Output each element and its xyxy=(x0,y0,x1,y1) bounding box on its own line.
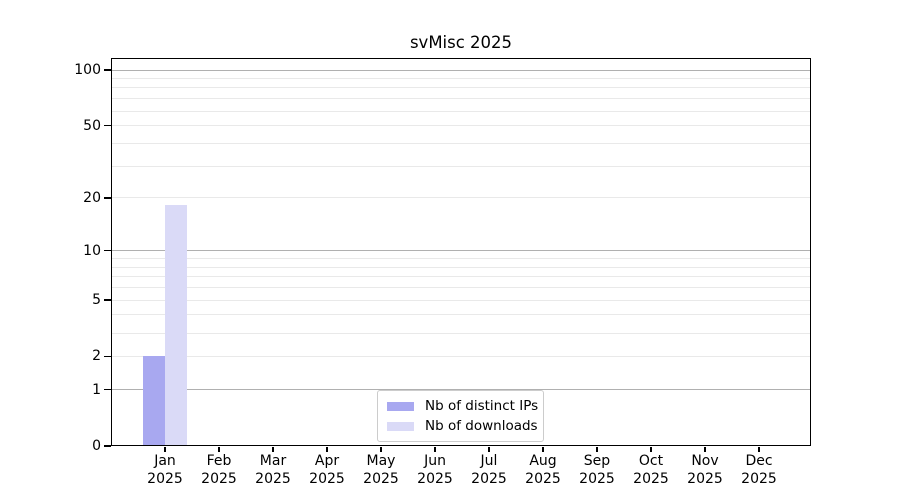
minor-gridline xyxy=(112,78,810,80)
legend-item: Nb of distinct IPs xyxy=(387,396,543,416)
y-tick-label: 20 xyxy=(83,189,101,206)
y-tick xyxy=(104,445,111,447)
legend-label: Nb of downloads xyxy=(425,418,538,434)
x-tick xyxy=(434,446,436,452)
y-tick-label: 100 xyxy=(74,62,101,78)
major-gridline xyxy=(112,250,810,252)
y-tick xyxy=(104,69,111,71)
x-tick-label: Feb 2025 xyxy=(201,453,237,487)
x-tick xyxy=(758,446,760,452)
y-tick xyxy=(104,388,111,391)
x-tick xyxy=(650,446,652,452)
x-tick-label: Oct 2025 xyxy=(633,453,669,487)
x-tick xyxy=(488,446,490,452)
y-tick-label: 2 xyxy=(92,348,101,365)
x-tick-label: Sep 2025 xyxy=(579,453,615,487)
legend-swatch-distinct-ips xyxy=(387,401,414,411)
y-tick xyxy=(104,125,111,127)
minor-gridline xyxy=(112,125,810,127)
y-tick xyxy=(104,355,111,358)
x-tick-label: Apr 2025 xyxy=(309,453,345,487)
x-tick-label: Nov 2025 xyxy=(687,453,723,487)
legend-item: Nb of downloads xyxy=(387,416,543,436)
y-tick-label: 50 xyxy=(83,117,101,134)
x-tick xyxy=(596,446,598,452)
minor-gridline xyxy=(112,276,810,278)
x-tick-label: Mar 2025 xyxy=(255,453,291,487)
bar-distinct-ips xyxy=(142,355,165,445)
x-tick xyxy=(164,446,166,452)
y-tick-label: 10 xyxy=(83,242,101,259)
x-tick xyxy=(326,446,328,452)
minor-gridline xyxy=(112,98,810,100)
minor-gridline xyxy=(112,87,810,89)
x-tick-label: Jul 2025 xyxy=(471,453,507,487)
y-tick xyxy=(104,299,111,301)
legend: Nb of distinct IPs Nb of downloads xyxy=(377,390,544,442)
minor-gridline xyxy=(112,356,810,357)
legend-swatch-downloads xyxy=(387,421,414,431)
minor-gridline xyxy=(112,110,810,112)
minor-gridline xyxy=(112,142,810,144)
x-tick xyxy=(272,446,274,452)
minor-gridline xyxy=(112,266,810,268)
minor-gridline xyxy=(112,286,810,288)
y-tick-label: 1 xyxy=(92,381,101,398)
y-tick-label: 0 xyxy=(92,438,101,454)
x-tick-label: May 2025 xyxy=(363,453,399,487)
x-tick xyxy=(218,446,220,452)
x-tick-label: Aug 2025 xyxy=(525,453,561,487)
bar-downloads xyxy=(164,205,187,445)
x-tick xyxy=(704,446,706,452)
x-tick-label: Jun 2025 xyxy=(417,453,453,487)
y-tick-label: 5 xyxy=(92,292,101,309)
y-tick xyxy=(104,250,111,252)
x-tick-label: Jan 2025 xyxy=(147,453,183,487)
minor-gridline xyxy=(112,165,810,167)
legend-label: Nb of distinct IPs xyxy=(425,398,539,414)
minor-gridline xyxy=(112,332,810,334)
plot-area xyxy=(111,58,811,446)
x-tick xyxy=(380,446,382,452)
minor-gridline xyxy=(112,314,810,316)
minor-gridline xyxy=(112,299,810,301)
major-gridline xyxy=(112,69,810,71)
chart-title: svMisc 2025 xyxy=(409,33,513,52)
y-tick xyxy=(104,197,111,199)
minor-gridline xyxy=(112,197,810,199)
x-tick xyxy=(542,446,544,452)
minor-gridline xyxy=(112,257,810,259)
x-tick-label: Dec 2025 xyxy=(741,453,777,487)
major-gridline xyxy=(112,389,810,391)
